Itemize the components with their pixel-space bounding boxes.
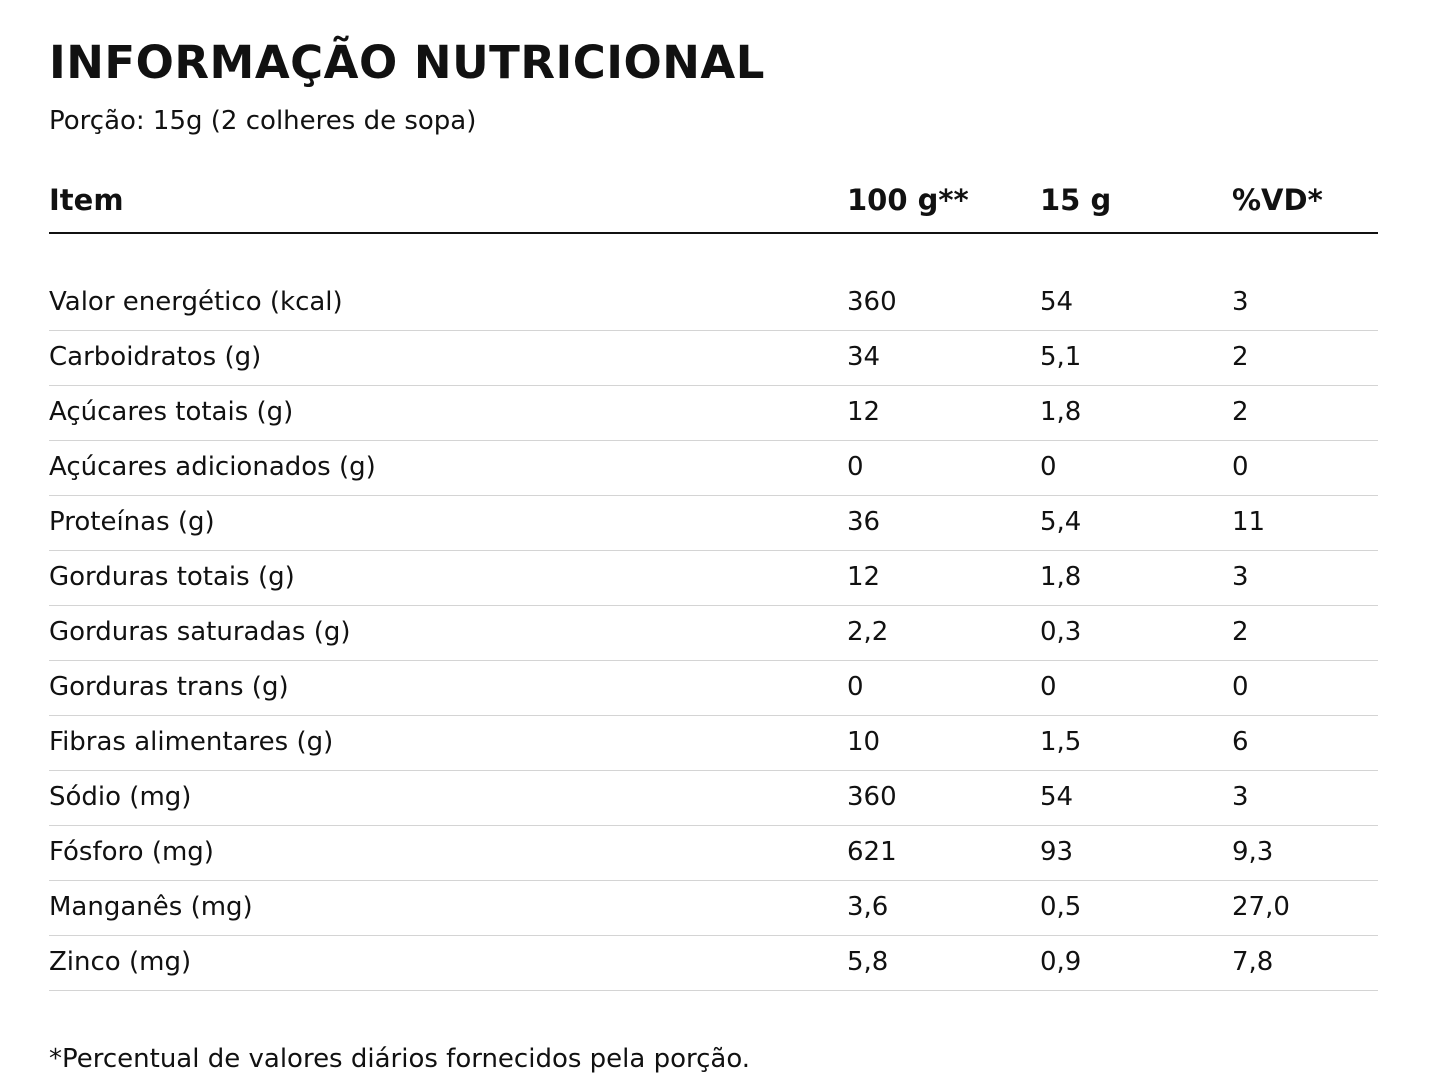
table-row: Carboidratos (g) 34 5,1 2 <box>49 331 1378 386</box>
value-daily: 7,8 <box>1232 947 1274 977</box>
column-header-daily-value: %VD* <box>1232 183 1323 217</box>
value-portion: 54 <box>1040 287 1074 317</box>
item-name: Gorduras totais (g) <box>49 562 295 592</box>
value-daily: 2 <box>1232 617 1249 647</box>
value-portion: 54 <box>1040 782 1074 812</box>
value-portion: 0,5 <box>1040 892 1082 922</box>
item-name: Açúcares adicionados (g) <box>49 452 376 482</box>
value-100g: 0 <box>847 672 864 702</box>
table-header: Item 100 g** 15 g %VD* <box>49 176 1378 234</box>
value-100g: 12 <box>847 562 881 592</box>
item-name: Manganês (mg) <box>49 892 253 922</box>
value-portion: 1,8 <box>1040 562 1082 592</box>
item-name: Zinco (mg) <box>49 947 192 977</box>
value-100g: 12 <box>847 397 881 427</box>
value-daily: 3 <box>1232 782 1249 812</box>
item-name: Fibras alimentares (g) <box>49 727 334 757</box>
value-portion: 1,5 <box>1040 727 1082 757</box>
column-header-100g: 100 g** <box>847 183 969 217</box>
column-header-portion: 15 g <box>1040 183 1112 217</box>
value-100g: 0 <box>847 452 864 482</box>
value-portion: 5,1 <box>1040 342 1082 372</box>
value-portion: 93 <box>1040 837 1074 867</box>
table-row: Gorduras trans (g) 0 0 0 <box>49 661 1378 716</box>
table-row: Gorduras saturadas (g) 2,2 0,3 2 <box>49 606 1378 661</box>
table-row: Sódio (mg) 360 54 3 <box>49 771 1378 826</box>
value-daily: 3 <box>1232 562 1249 592</box>
value-daily: 27,0 <box>1232 892 1290 922</box>
page-title: INFORMAÇÃO NUTRICIONAL <box>49 36 765 89</box>
value-daily: 2 <box>1232 397 1249 427</box>
item-name: Sódio (mg) <box>49 782 192 812</box>
value-portion: 0 <box>1040 452 1057 482</box>
item-name: Proteínas (g) <box>49 507 215 537</box>
column-header-item: Item <box>49 183 124 217</box>
value-100g: 360 <box>847 782 897 812</box>
nutrition-table: Item 100 g** 15 g %VD* Valor energético … <box>49 176 1378 991</box>
value-portion: 0,9 <box>1040 947 1082 977</box>
item-name: Gorduras saturadas (g) <box>49 617 351 647</box>
value-100g: 10 <box>847 727 881 757</box>
item-name: Gorduras trans (g) <box>49 672 289 702</box>
value-100g: 34 <box>847 342 881 372</box>
value-100g: 3,6 <box>847 892 889 922</box>
value-daily: 3 <box>1232 287 1249 317</box>
value-daily: 9,3 <box>1232 837 1274 867</box>
value-100g: 5,8 <box>847 947 889 977</box>
value-daily: 6 <box>1232 727 1249 757</box>
item-name: Fósforo (mg) <box>49 837 214 867</box>
value-daily: 11 <box>1232 507 1266 537</box>
value-100g: 621 <box>847 837 897 867</box>
table-row: Zinco (mg) 5,8 0,9 7,8 <box>49 936 1378 991</box>
value-portion: 0 <box>1040 672 1057 702</box>
item-name: Açúcares totais (g) <box>49 397 294 427</box>
table-row: Fibras alimentares (g) 10 1,5 6 <box>49 716 1378 771</box>
value-portion: 0,3 <box>1040 617 1082 647</box>
table-body: Valor energético (kcal) 360 54 3 Carboidrato… <box>49 278 1378 991</box>
item-name: Carboidratos (g) <box>49 342 262 372</box>
table-row: Gorduras totais (g) 12 1,8 3 <box>49 551 1378 606</box>
value-100g: 360 <box>847 287 897 317</box>
value-daily: 0 <box>1232 452 1249 482</box>
value-daily: 2 <box>1232 342 1249 372</box>
item-name: Valor energético (kcal) <box>49 287 343 317</box>
table-row: Valor energético (kcal) 360 54 3 <box>49 278 1378 331</box>
value-portion: 5,4 <box>1040 507 1082 537</box>
footnote: *Percentual de valores diários fornecido… <box>49 1044 751 1074</box>
table-row: Manganês (mg) 3,6 0,5 27,0 <box>49 881 1378 936</box>
value-100g: 36 <box>847 507 881 537</box>
value-daily: 0 <box>1232 672 1249 702</box>
table-row: Açúcares adicionados (g) 0 0 0 <box>49 441 1378 496</box>
table-row: Fósforo (mg) 621 93 9,3 <box>49 826 1378 881</box>
value-portion: 1,8 <box>1040 397 1082 427</box>
table-row: Açúcares totais (g) 12 1,8 2 <box>49 386 1378 441</box>
portion-size: Porção: 15g (2 colheres de sopa) <box>49 106 477 136</box>
table-row: Proteínas (g) 36 5,4 11 <box>49 496 1378 551</box>
value-100g: 2,2 <box>847 617 889 647</box>
